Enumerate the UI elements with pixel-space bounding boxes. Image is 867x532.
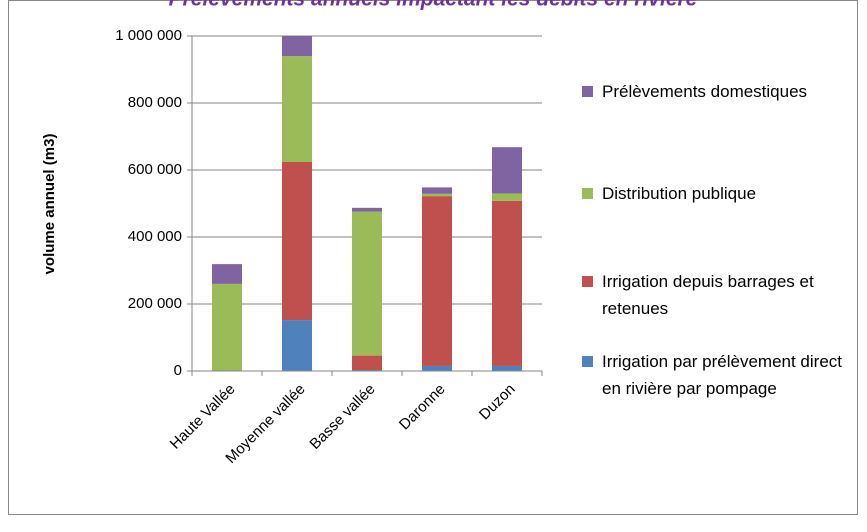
bar-segment	[492, 200, 522, 366]
y-axis-label: volume annuel (m3)	[41, 134, 58, 275]
bar-segment	[492, 365, 522, 371]
bar-segment	[282, 56, 312, 162]
bar-segment	[352, 355, 382, 370]
legend-item: Distribution publique	[582, 180, 862, 207]
y-tick-label: 400 000	[128, 228, 182, 245]
bar-segment	[352, 369, 382, 371]
bar-segment	[422, 365, 452, 371]
y-tick-label: 0	[174, 362, 182, 379]
bar-segment	[282, 320, 312, 371]
legend-item: Prélèvements domestiques	[582, 78, 862, 105]
bar-segment	[282, 161, 312, 321]
y-tick-label: 1 000 000	[115, 27, 182, 44]
bar-segment	[422, 196, 452, 366]
bar-segment	[212, 283, 242, 371]
bar-segment	[352, 211, 382, 356]
legend-label: Distribution publique	[602, 184, 757, 203]
bar-segment	[352, 207, 382, 212]
x-tick-label: Basse vallée	[306, 381, 378, 453]
x-tick-label: Haute Vallée	[167, 381, 239, 453]
bar-segment	[492, 147, 522, 194]
x-tick-label: Duzon	[476, 381, 519, 424]
legend-swatch	[582, 356, 593, 367]
x-tick-label: Daronne	[396, 381, 449, 434]
bar-segment	[422, 193, 452, 197]
legend-label: Irrigation depuis barrages et retenues	[602, 272, 814, 318]
y-tick-label: 600 000	[128, 161, 182, 178]
legend-item: Irrigation depuis barrages et retenues	[582, 268, 862, 322]
legend-swatch	[582, 86, 593, 97]
legend-swatch	[582, 276, 593, 287]
bar-segment	[492, 193, 522, 201]
y-tick-label: 800 000	[128, 94, 182, 111]
chart-title: Prélèvements annuels impactant les débit…	[169, 0, 698, 11]
bar-segment	[282, 36, 312, 57]
legend-label: Irrigation par prélèvement direct en riv…	[602, 352, 843, 398]
legend-item: Irrigation par prélèvement direct en riv…	[582, 348, 862, 402]
legend-label: Prélèvements domestiques	[602, 82, 808, 101]
y-tick-label: 200 000	[128, 295, 182, 312]
bar-segment	[422, 187, 452, 194]
chart-border	[8, 0, 858, 515]
legend-swatch	[582, 188, 593, 199]
bar-segment	[212, 264, 242, 284]
